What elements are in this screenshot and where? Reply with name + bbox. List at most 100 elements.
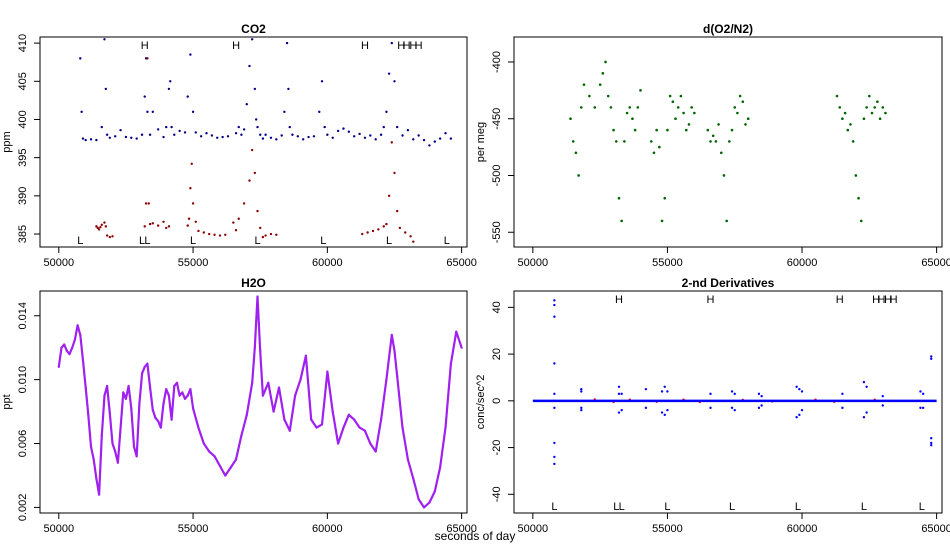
data-point bbox=[256, 295, 259, 298]
data-point bbox=[245, 413, 248, 416]
data-point bbox=[285, 41, 289, 45]
data-point bbox=[191, 110, 195, 114]
data-point bbox=[846, 128, 850, 132]
data-point bbox=[835, 94, 839, 98]
data-point bbox=[326, 133, 329, 136]
plot-area bbox=[532, 299, 937, 466]
data-point bbox=[385, 378, 388, 381]
data-point bbox=[113, 135, 117, 138]
data-point bbox=[865, 385, 868, 389]
data-point bbox=[178, 129, 181, 133]
data-point bbox=[841, 117, 844, 121]
data-point bbox=[272, 410, 275, 413]
data-point bbox=[156, 128, 160, 131]
data-point bbox=[838, 106, 842, 109]
data-point bbox=[76, 324, 79, 327]
data-point bbox=[612, 128, 615, 132]
data-point bbox=[81, 137, 85, 140]
data-point bbox=[95, 477, 98, 480]
plot-frame bbox=[513, 290, 943, 514]
data-point bbox=[711, 134, 715, 138]
data-point bbox=[250, 148, 254, 152]
data-point bbox=[455, 330, 458, 333]
data-point bbox=[617, 196, 621, 200]
data-point bbox=[636, 106, 640, 109]
data-point bbox=[104, 87, 107, 91]
data-point bbox=[261, 235, 265, 239]
data-point bbox=[623, 140, 626, 143]
data-point bbox=[652, 151, 656, 155]
y-tick-label: 410 bbox=[17, 34, 29, 52]
x-tick-label: 55000 bbox=[652, 523, 683, 535]
data-point bbox=[183, 397, 187, 400]
data-point bbox=[930, 437, 933, 440]
data-point bbox=[261, 137, 265, 140]
data-point bbox=[363, 429, 367, 432]
data-point bbox=[733, 408, 736, 412]
data-point bbox=[92, 458, 95, 461]
data-point bbox=[841, 406, 844, 410]
data-point bbox=[921, 406, 925, 410]
data-point bbox=[218, 234, 222, 237]
data-point bbox=[709, 406, 712, 410]
data-point bbox=[167, 225, 171, 228]
data-point bbox=[663, 196, 667, 200]
y-tick-label: 405 bbox=[17, 72, 29, 90]
data-point bbox=[865, 411, 868, 414]
y-tick-label: 20 bbox=[491, 348, 503, 360]
data-point bbox=[387, 72, 391, 75]
data-point bbox=[165, 125, 168, 129]
low-marker-label: L bbox=[729, 501, 735, 513]
data-point bbox=[267, 381, 270, 384]
data-point bbox=[800, 408, 804, 412]
data-point bbox=[97, 493, 101, 496]
data-point bbox=[108, 412, 111, 415]
data-point bbox=[259, 349, 262, 352]
data-point bbox=[103, 394, 106, 397]
data-point bbox=[374, 138, 377, 141]
data-point bbox=[371, 229, 375, 233]
y-axis-label: conc/sec^2 bbox=[475, 375, 487, 430]
data-point bbox=[186, 224, 189, 227]
high-marker-label: H bbox=[615, 294, 623, 306]
data-point bbox=[234, 458, 238, 461]
data-point bbox=[639, 89, 642, 92]
data-point bbox=[658, 145, 661, 149]
data-point bbox=[336, 129, 340, 133]
data-point bbox=[81, 359, 85, 362]
data-point bbox=[395, 209, 399, 213]
data-point bbox=[660, 411, 664, 414]
y-tick-label: 0.006 bbox=[17, 430, 29, 458]
data-point bbox=[865, 106, 868, 109]
data-point bbox=[277, 386, 281, 389]
x-tick-label: 50000 bbox=[44, 523, 75, 535]
data-point bbox=[438, 137, 442, 140]
data-point bbox=[412, 138, 415, 141]
data-point bbox=[577, 174, 580, 177]
data-point bbox=[315, 426, 318, 429]
data-point bbox=[100, 125, 103, 129]
data-point bbox=[744, 123, 747, 126]
y-tick-label: 0 bbox=[491, 398, 503, 404]
data-point bbox=[240, 434, 243, 437]
low-marker-label: L bbox=[919, 501, 925, 513]
data-point bbox=[760, 404, 763, 407]
data-point bbox=[237, 125, 240, 129]
data-point bbox=[417, 134, 420, 137]
data-point bbox=[347, 130, 351, 133]
data-point bbox=[393, 80, 396, 83]
data-point bbox=[428, 501, 431, 504]
y-axis-label: ppt bbox=[1, 394, 13, 409]
data-point bbox=[253, 171, 257, 175]
data-point bbox=[666, 408, 669, 412]
data-point bbox=[269, 136, 273, 139]
data-point bbox=[401, 134, 404, 137]
data-point bbox=[124, 397, 128, 400]
panel-title: CO2 bbox=[241, 22, 266, 36]
data-point bbox=[433, 490, 436, 493]
data-point bbox=[202, 442, 205, 445]
data-point bbox=[428, 144, 431, 147]
data-point bbox=[189, 187, 192, 190]
high-marker-label: H bbox=[403, 40, 411, 52]
